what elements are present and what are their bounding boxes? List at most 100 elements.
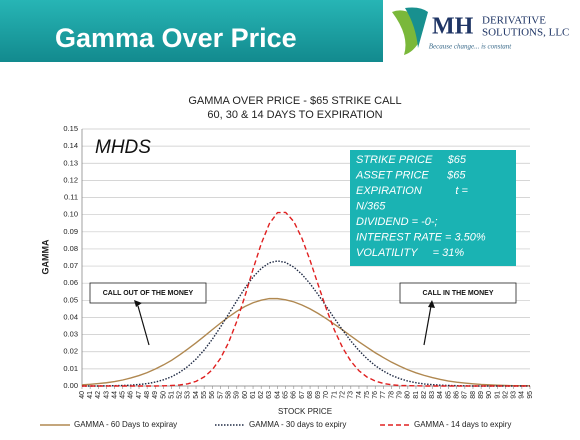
x-tick-label: 90 xyxy=(486,391,493,399)
x-tick-label: 46 xyxy=(128,391,135,399)
legend: GAMMA - 60 Days to expiray GAMMA - 30 day… xyxy=(40,420,511,429)
x-tick-label: 43 xyxy=(103,391,110,399)
x-tick-label: 45 xyxy=(120,391,127,399)
x-tick-label: 58 xyxy=(225,391,232,399)
x-tick-label: 51 xyxy=(168,391,175,399)
logo-text: SOLUTIONS, LLC xyxy=(482,27,569,39)
x-tick-label: 64 xyxy=(274,391,281,399)
x-tick-label: 92 xyxy=(502,391,509,399)
x-tick-label: 65 xyxy=(282,391,289,399)
x-tick-label: 88 xyxy=(470,391,477,399)
y-tick-label: 0.05 xyxy=(63,295,78,304)
x-tick-label: 67 xyxy=(299,391,306,399)
y-tick-label: 0.15 xyxy=(63,124,78,133)
x-tick-label: 75 xyxy=(364,391,371,399)
annotation-box xyxy=(399,282,517,304)
x-tick-label: 89 xyxy=(478,391,485,399)
x-tick-label: 57 xyxy=(217,391,224,399)
x-tick-label: 66 xyxy=(291,391,298,399)
y-tick-label: 0.01 xyxy=(63,364,78,373)
arrow-head xyxy=(134,300,142,307)
chart-title: GAMMA OVER PRICE - $65 STRIKE CALL xyxy=(188,95,401,107)
x-tick-label: 86 xyxy=(454,391,461,399)
legend-label: GAMMA - 30 days to expiry xyxy=(249,420,346,429)
x-tick-label: 68 xyxy=(307,391,314,399)
info-line: STRIKE PRICE $65 xyxy=(356,154,467,166)
x-tick-label: 82 xyxy=(421,391,428,399)
y-tick-label: 0.07 xyxy=(63,261,78,270)
x-tick-label: 63 xyxy=(266,391,273,399)
x-tick-label: 54 xyxy=(193,391,200,399)
y-tick-label: 0.10 xyxy=(63,210,78,219)
info-line: DIVIDEND = -0-; xyxy=(356,216,438,228)
x-tick-label: 59 xyxy=(234,391,241,399)
info-line: N/365 xyxy=(356,200,386,212)
info-line: ASSET PRICE $65 xyxy=(355,169,466,181)
x-tick-label: 85 xyxy=(445,391,452,399)
x-tick-label: 76 xyxy=(372,391,379,399)
x-tick-label: 72 xyxy=(339,391,346,399)
y-tick-label: 0.08 xyxy=(63,244,78,253)
x-tick-label: 94 xyxy=(519,391,526,399)
series-line xyxy=(82,211,530,387)
x-tick-label: 47 xyxy=(136,391,143,399)
logo-text: DERIVATIVE xyxy=(482,15,546,27)
y-tick-label: 0.02 xyxy=(63,347,78,356)
series-line xyxy=(82,260,530,387)
x-tick-label: 80 xyxy=(405,391,412,399)
x-tick-label: 81 xyxy=(413,391,420,399)
x-tick-label: 83 xyxy=(429,391,436,399)
logo-mark: MH xyxy=(432,14,474,40)
legend-label: GAMMA - 60 Days to expiray xyxy=(74,420,177,429)
x-tick-label: 53 xyxy=(185,391,192,399)
x-tick-label: 95 xyxy=(527,391,534,399)
x-tick-label: 93 xyxy=(511,391,518,399)
x-tick-label: 84 xyxy=(437,391,444,399)
arrow-head xyxy=(428,300,435,308)
watermark: MHDS xyxy=(95,137,151,158)
legend-label: GAMMA - 14 days to expiry xyxy=(414,420,511,429)
x-axis-label: STOCK PRICE xyxy=(278,407,332,416)
x-tick-label: 56 xyxy=(209,391,216,399)
logo-swoosh xyxy=(405,7,428,48)
arrow xyxy=(137,305,150,346)
info-line: INTEREST RATE = 3.50% xyxy=(356,231,486,243)
info-line: EXPIRATION t = xyxy=(356,185,469,197)
chart-title: 60, 30 & 14 DAYS TO EXPIRATION xyxy=(207,109,382,121)
x-tick-label: 73 xyxy=(348,391,355,399)
y-tick-label: 0.12 xyxy=(63,175,78,184)
slide-title: Gamma Over Price xyxy=(55,23,297,53)
x-tick-label: 74 xyxy=(356,391,363,399)
x-tick-label: 52 xyxy=(177,391,184,399)
x-tick-label: 44 xyxy=(111,391,118,399)
info-text: STRIKE PRICE $65 ASSET PRICE $65 EXPIRATIO… xyxy=(355,154,486,259)
y-tick-label: 0.04 xyxy=(63,312,78,321)
info-line: VOLATILITY = 31% xyxy=(356,247,464,259)
x-tick-label: 55 xyxy=(201,391,208,399)
y-tick-label: 0.13 xyxy=(63,158,78,167)
annotation-box xyxy=(89,282,207,304)
x-tick-label: 42 xyxy=(95,391,102,399)
x-tick-label: 50 xyxy=(160,391,167,399)
x-tick-label: 40 xyxy=(79,391,86,399)
x-tick-label: 48 xyxy=(144,391,151,399)
logo-tagline: Because change... is constant xyxy=(429,43,512,51)
annotation: CALL IN THE MONEY xyxy=(422,290,493,297)
y-tick-label: 0.00 xyxy=(63,381,78,390)
series-line xyxy=(81,297,531,387)
x-tick-label: 69 xyxy=(315,391,322,399)
x-tick-label: 87 xyxy=(462,391,469,399)
y-tick-label: 0.06 xyxy=(63,278,78,287)
x-tick-label: 78 xyxy=(388,391,395,399)
x-tick-label: 60 xyxy=(242,391,249,399)
y-tick-label: 0.11 xyxy=(64,193,78,202)
annotation: CALL OUT OF THE MONEY xyxy=(103,290,194,297)
x-tick-label: 91 xyxy=(494,391,501,399)
x-tick-label: 41 xyxy=(87,391,94,399)
x-tick-label: 61 xyxy=(250,391,257,399)
x-tick-label: 71 xyxy=(331,391,338,399)
y-tick-label: 0.09 xyxy=(63,227,78,236)
x-tick-label: 49 xyxy=(152,391,159,399)
y-tick-label: 0.14 xyxy=(63,141,78,150)
